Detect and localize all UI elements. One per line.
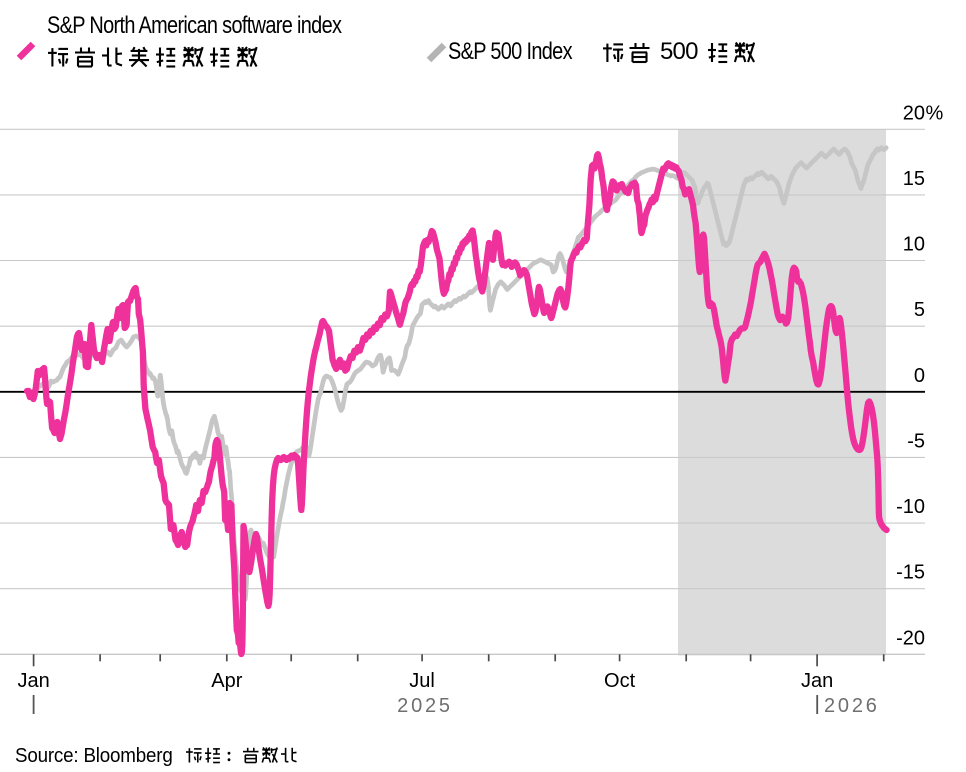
- svg-text:Apr: Apr: [211, 670, 242, 692]
- svg-text:20: 20: [903, 102, 925, 124]
- svg-text:Jan: Jan: [17, 670, 49, 692]
- svg-text:-10: -10: [896, 496, 925, 518]
- svg-text:5: 5: [914, 299, 925, 321]
- svg-text:Oct: Oct: [604, 670, 636, 692]
- svg-text:15: 15: [903, 168, 925, 190]
- svg-text:2026: 2026: [824, 695, 880, 717]
- svg-text:-15: -15: [896, 562, 925, 584]
- svg-text:Jan: Jan: [801, 670, 833, 692]
- svg-text:-20: -20: [896, 627, 925, 649]
- svg-text:0: 0: [914, 365, 925, 387]
- svg-text:S&P North American software in: S&P North American software index: [47, 11, 342, 38]
- svg-text:2025: 2025: [397, 695, 453, 717]
- svg-text:-5: -5: [907, 430, 925, 452]
- svg-text:Jul: Jul: [409, 670, 435, 692]
- svg-text:%: %: [926, 102, 944, 124]
- svg-text:Source: Bloomberg: Source: Bloomberg: [15, 744, 173, 767]
- svg-text:S&P 500 Index: S&P 500 Index: [448, 37, 572, 64]
- svg-text:500: 500: [660, 38, 698, 65]
- svg-text:10: 10: [903, 234, 925, 256]
